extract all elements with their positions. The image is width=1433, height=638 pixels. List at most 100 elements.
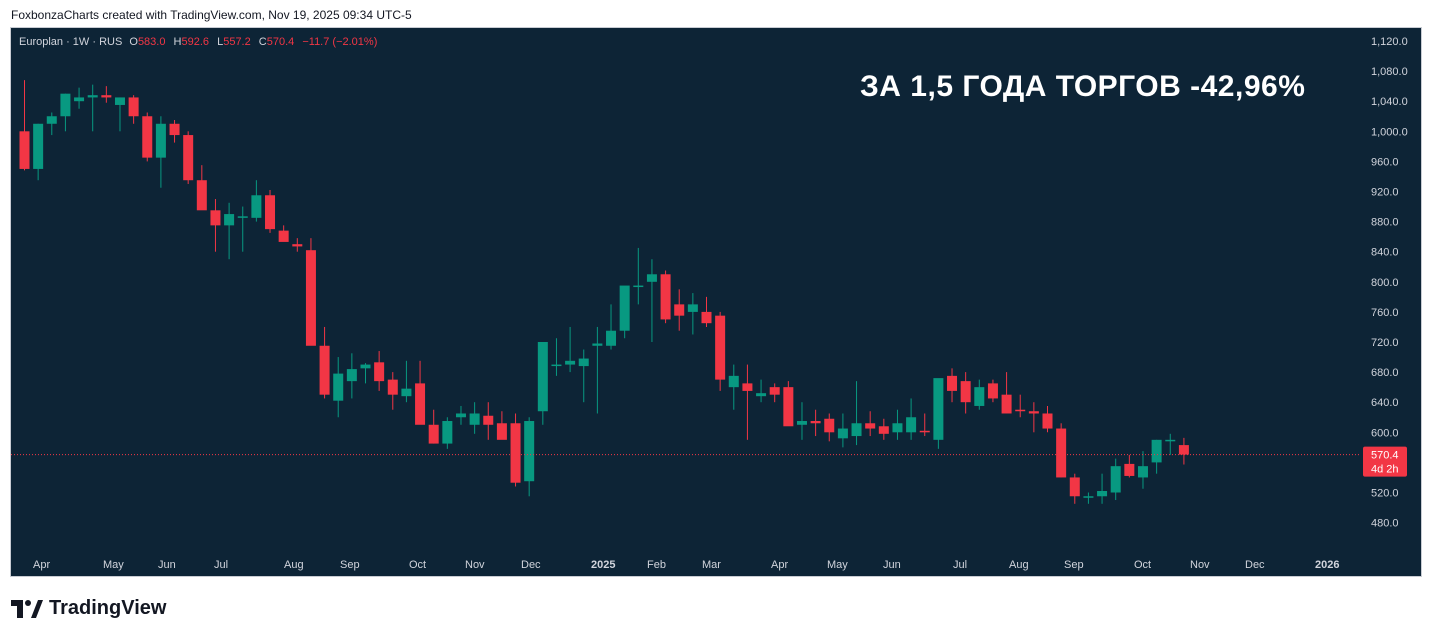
x-tick-label: May — [827, 559, 848, 571]
candle-body — [947, 375, 958, 391]
candle-body — [537, 342, 548, 412]
x-tick-label: 2026 — [1315, 559, 1339, 571]
candle-body — [442, 421, 453, 444]
y-tick-label: 1,000.0 — [1371, 126, 1408, 138]
candle-body — [305, 250, 316, 346]
candle-body — [469, 413, 480, 425]
candle-body — [265, 195, 276, 230]
high-value: 592.6 — [181, 36, 210, 48]
candle-body — [183, 135, 194, 181]
y-tick-label: 960.0 — [1371, 156, 1399, 168]
footer-logo[interactable]: TradingView — [11, 597, 166, 620]
candlestick-chart[interactable]: 1,120.0 1,080.0 1,040.0 1,000.0 960.0 920.0 88… — [11, 28, 1421, 576]
candle-body — [415, 383, 426, 425]
y-tick-label: 1,080.0 — [1371, 66, 1408, 78]
x-tick-label: May — [103, 559, 124, 571]
candle-body — [496, 423, 507, 440]
candle-body — [210, 210, 221, 226]
candle-body — [974, 387, 985, 406]
close-label: C — [258, 36, 267, 48]
x-tick-label: Jun — [883, 559, 901, 571]
candle-body — [646, 274, 657, 282]
y-tick-label: 720.0 — [1371, 337, 1399, 349]
candle-body — [687, 304, 698, 312]
y-tick-label: 480.0 — [1371, 518, 1399, 530]
low-value: 557.2 — [223, 36, 251, 48]
candle-body — [1165, 439, 1176, 442]
candle-body — [715, 315, 726, 380]
symbol-name: Europlan · 1W · RUS — [19, 36, 123, 48]
candle-body — [674, 304, 685, 316]
candle-body — [783, 387, 794, 427]
y-tick-label: 640.0 — [1371, 397, 1399, 409]
x-tick-label: Aug — [284, 559, 304, 571]
candle-body — [960, 381, 971, 403]
candle-body — [701, 311, 712, 324]
x-tick-label: Nov — [1190, 559, 1210, 571]
candle-body — [87, 95, 98, 98]
x-tick-label: Sep — [1064, 559, 1084, 571]
candle-body — [1083, 496, 1094, 498]
candle-body — [810, 421, 821, 424]
x-tick-label: Jul — [214, 559, 228, 571]
footer-brand: TradingView — [49, 597, 167, 619]
candle-body — [74, 97, 85, 102]
candle-body — [551, 364, 562, 367]
candle-body — [196, 180, 207, 211]
candle-body — [455, 413, 466, 418]
candle-body — [865, 423, 876, 429]
change-value: −11.7 (−2.01%) — [302, 36, 378, 48]
candle-body — [769, 387, 780, 395]
candle-body — [1151, 439, 1162, 463]
bar-countdown-label: 4d 2h — [1371, 464, 1399, 476]
candle-body — [278, 230, 289, 242]
last-price-badge — [1363, 446, 1407, 477]
low-label: L — [217, 36, 224, 48]
x-tick-label: Apr — [771, 559, 788, 571]
x-tick-label: Aug — [1009, 559, 1029, 571]
candle-body — [101, 95, 112, 98]
candle-body — [387, 379, 398, 395]
candle-body — [1042, 413, 1053, 429]
x-tick-label: Oct — [1134, 559, 1151, 571]
candle-body — [19, 131, 30, 169]
y-tick-label: 800.0 — [1371, 277, 1399, 289]
candle-body — [633, 285, 644, 288]
candle-body — [237, 216, 248, 218]
y-tick-label: 1,040.0 — [1371, 96, 1408, 108]
candle-body — [251, 195, 262, 218]
candle-body — [114, 97, 125, 105]
open-label: O — [129, 36, 138, 48]
high-label: H — [173, 36, 182, 48]
candle-body — [892, 423, 903, 433]
y-tick-label: 600.0 — [1371, 427, 1399, 439]
candle-body — [46, 116, 57, 124]
candle-body — [1015, 409, 1026, 412]
y-tick-label: 760.0 — [1371, 307, 1399, 319]
candle-body — [906, 417, 917, 433]
x-tick-label: Feb — [647, 559, 666, 571]
chart-panel[interactable]: 1,120.0 1,080.0 1,040.0 1,000.0 960.0 920.0 88… — [10, 27, 1422, 577]
candle-body — [660, 274, 671, 320]
candle-body — [1056, 428, 1067, 478]
candle-body — [142, 116, 153, 158]
chart-caption: FoxbonzaCharts created with TradingView.… — [11, 8, 412, 22]
y-tick-label: 880.0 — [1371, 217, 1399, 229]
close-value: 570.4 — [266, 36, 295, 48]
candle-body — [578, 358, 589, 367]
x-tick-label: Jul — [953, 559, 967, 571]
x-tick-label: Sep — [340, 559, 360, 571]
x-tick-label: Jun — [158, 559, 176, 571]
candle-body — [360, 364, 371, 369]
candle-body — [346, 369, 357, 382]
candle-body — [987, 383, 998, 399]
candle-body — [592, 343, 603, 346]
symbol-legend: Europlan · 1W · RUS O583.0 H592.6 L557.2… — [19, 36, 377, 48]
candle-body — [510, 423, 521, 483]
candle-body — [1097, 490, 1108, 497]
candle-body — [292, 244, 303, 247]
candle-body — [1028, 411, 1039, 414]
open-value: 583.0 — [137, 36, 166, 48]
candle-body — [224, 214, 235, 226]
x-tick-label: Nov — [465, 559, 485, 571]
